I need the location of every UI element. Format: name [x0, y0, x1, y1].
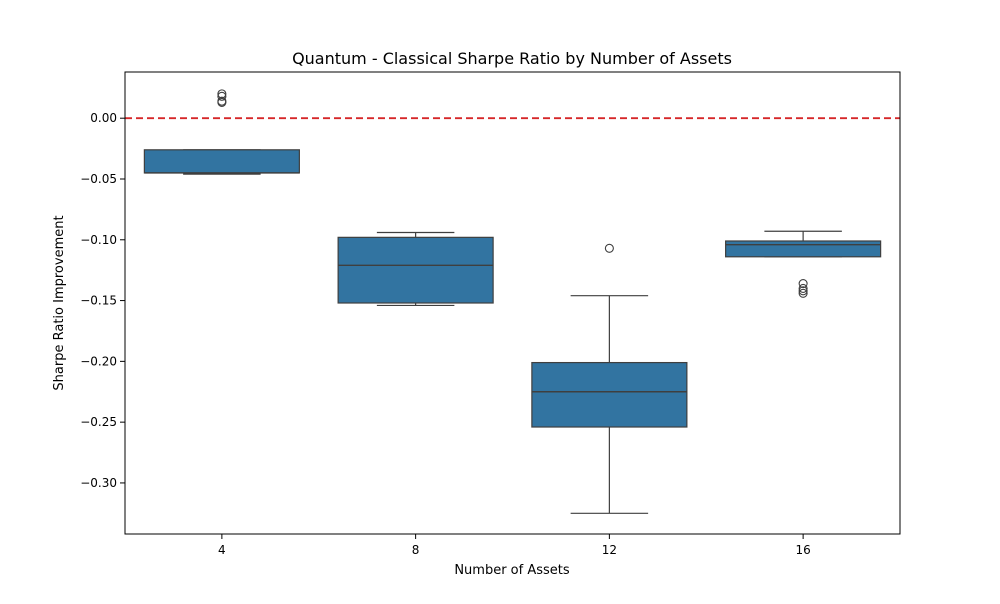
outlier-point [798, 286, 808, 296]
boxes-layer [143, 89, 882, 514]
box-group-12 [531, 243, 688, 514]
box-iqr [531, 361, 688, 428]
outlier-point [217, 91, 227, 101]
chart-title: Quantum - Classical Sharpe Ratio by Numb… [292, 49, 732, 68]
box-group-16 [725, 230, 882, 298]
x-tick-label: 12 [602, 543, 617, 557]
outlier-point [217, 89, 227, 99]
y-tick-label: 0.00 [90, 111, 117, 125]
x-tick-label: 4 [218, 543, 226, 557]
outlier-point [604, 243, 614, 253]
y-axis-ticks: 0.00 −0.05 −0.10 −0.15 −0.20 −0.25 −0.30 [80, 111, 125, 490]
box-group-8 [337, 231, 494, 307]
x-tick-label: 8 [412, 543, 420, 557]
outlier-point [217, 96, 227, 106]
y-tick-label: −0.05 [80, 172, 117, 186]
outlier-point [798, 278, 808, 289]
y-tick-label: −0.15 [80, 294, 117, 308]
outlier-point [798, 283, 808, 293]
y-tick-label: −0.10 [80, 233, 117, 247]
plot-area-frame [124, 71, 901, 535]
outlier-point [798, 288, 808, 298]
y-tick-label: −0.25 [80, 415, 117, 429]
box-group-4 [143, 89, 300, 175]
x-tick-label: 16 [795, 543, 810, 557]
box-iqr [143, 149, 300, 174]
y-tick-label: −0.30 [80, 476, 117, 490]
x-axis-ticks: 4 8 12 16 [218, 534, 811, 557]
box-iqr [725, 240, 882, 258]
y-axis-label: Sharpe Ratio Improvement [52, 215, 67, 390]
x-axis-label: Number of Assets [454, 563, 570, 578]
y-tick-label: −0.20 [80, 354, 117, 368]
box-iqr [337, 236, 494, 304]
